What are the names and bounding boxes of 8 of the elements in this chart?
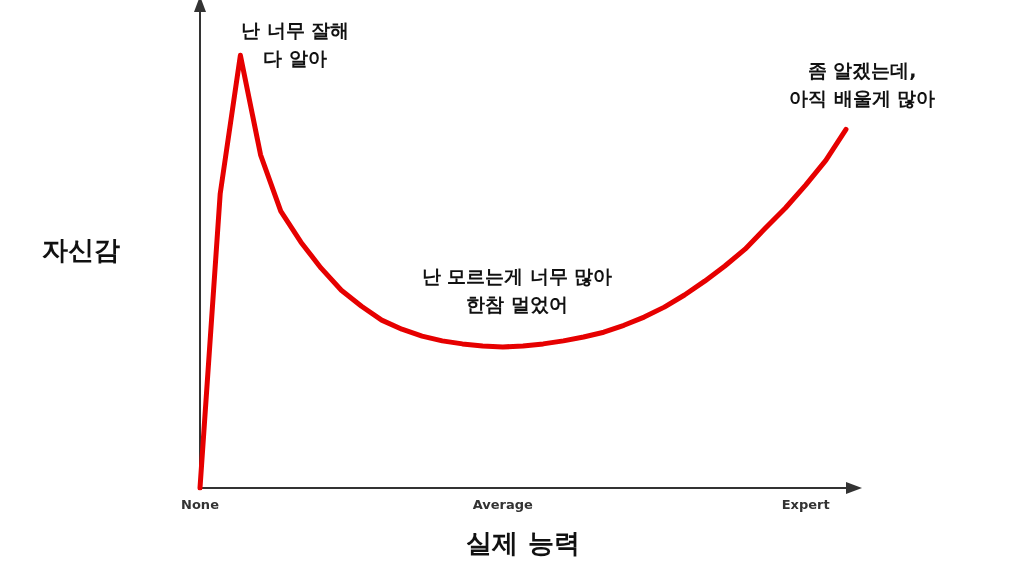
x-tick-label: Average <box>472 497 534 512</box>
annotation: 좀 알겠는데, 아직 배울게 많아 <box>788 59 936 109</box>
x-tick-label: None <box>181 497 220 512</box>
x-tick-label: Expert <box>781 497 830 512</box>
x-axis-title: 실제 능력 <box>466 528 580 558</box>
annotation: 난 너무 잘해 다 알아 <box>240 19 350 69</box>
annotation: 난 모르는게 너무 많아 한참 멀었어 <box>421 265 613 315</box>
y-axis-title: 자신감 <box>42 235 120 265</box>
